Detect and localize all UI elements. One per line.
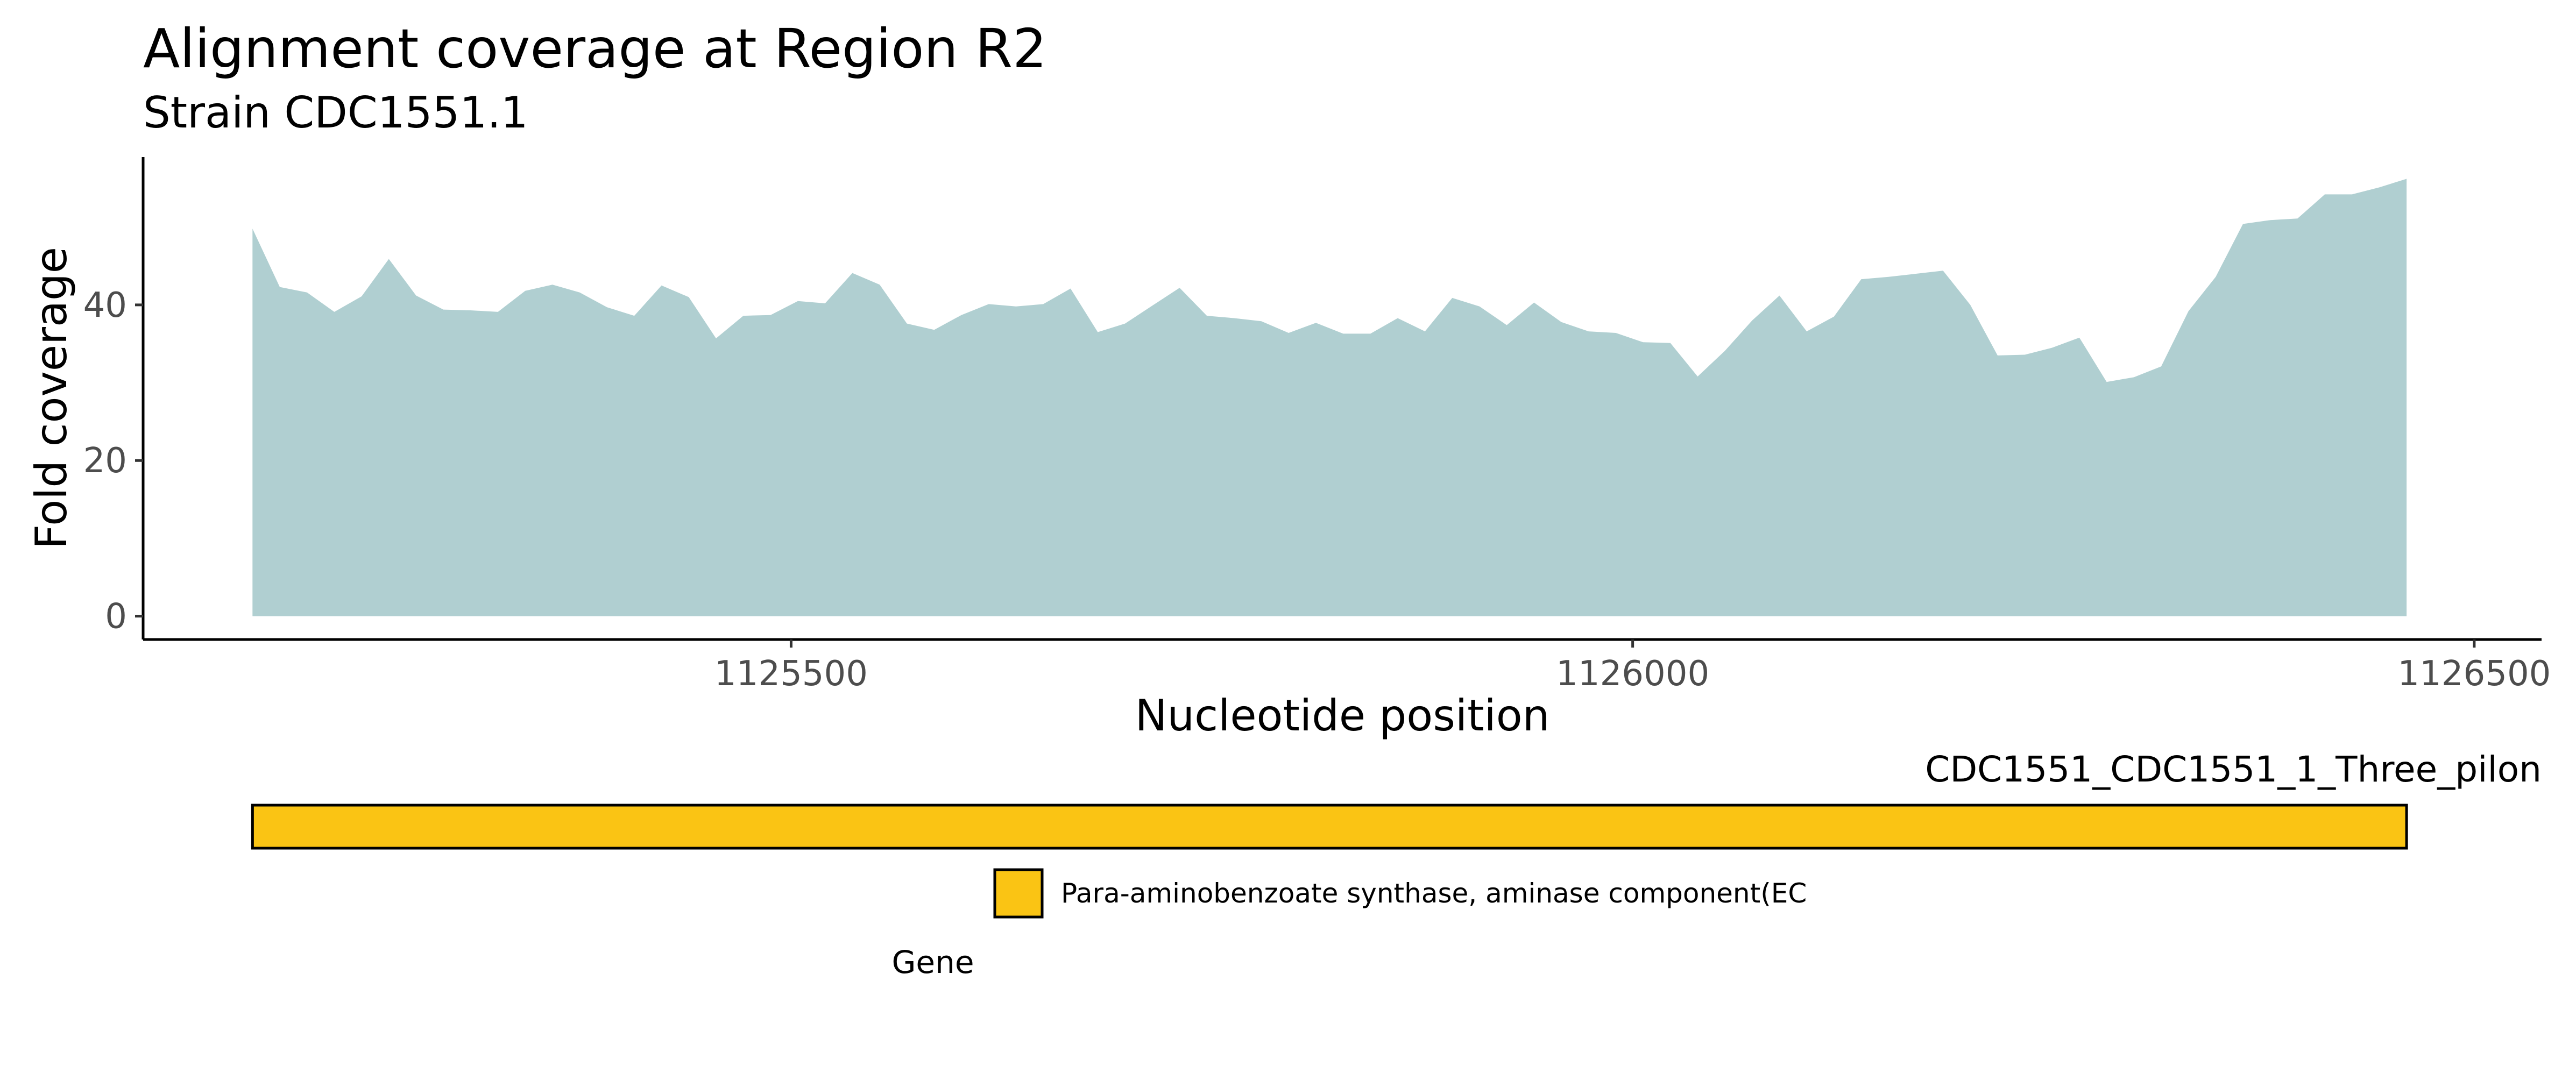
y-axis-ticks: 0 20 40: [83, 286, 143, 637]
x-axis-label: Nucleotide position: [1135, 691, 1550, 741]
gene-legend-key: [993, 868, 1044, 919]
gene-legend-title: Gene: [891, 944, 974, 980]
y-tick-label: 0: [105, 597, 127, 637]
gene-legend-label: Para-aminobenzoate synthase, aminase com…: [1061, 878, 1807, 909]
coverage-plot: [252, 179, 2407, 616]
gene-track-title: CDC1551_CDC1551_1_Three_pilon: [1925, 749, 2542, 790]
coverage-area: [252, 179, 2407, 616]
x-tick-label: 1126000: [1556, 654, 1709, 694]
y-tick-label: 20: [83, 441, 127, 481]
x-axis-ticks: 1125500 1126000 1126500: [714, 639, 2551, 694]
chart-title: Alignment coverage at Region R2: [143, 17, 1047, 80]
chart-subtitle: Strain CDC1551.1: [143, 88, 528, 138]
x-tick-label: 1126500: [2397, 654, 2551, 694]
y-axis-label: Fold coverage: [26, 247, 76, 549]
gene-feature-bar: [251, 804, 2408, 850]
y-tick-label: 40: [83, 286, 127, 325]
x-tick-label: 1125500: [714, 654, 868, 694]
